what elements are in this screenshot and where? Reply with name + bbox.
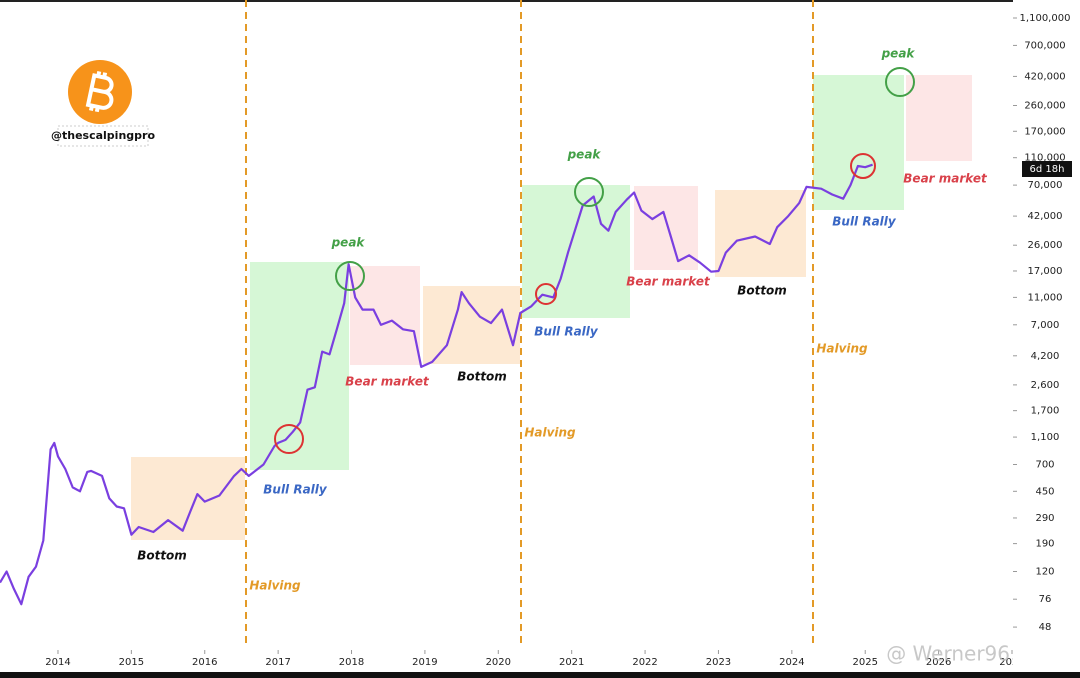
annotation: Halving	[816, 342, 868, 356]
x-tick-label: 2027	[999, 657, 1024, 668]
y-tick-label: 7,000	[1031, 320, 1060, 331]
countdown: 6d 18h	[1030, 164, 1065, 175]
x-tick-label: 2026	[926, 657, 951, 668]
x-tick-label: 2023	[706, 657, 731, 668]
peak-circle	[574, 177, 604, 207]
x-tick-label: 2021	[559, 657, 584, 668]
bottom-zone	[131, 457, 245, 540]
entry-circle	[850, 153, 876, 179]
price-axis-panel	[1013, 0, 1080, 672]
entry-circle	[535, 283, 557, 305]
annotation: Bottom	[457, 370, 507, 384]
peak-circle	[885, 67, 915, 97]
x-tick-label: 2014	[45, 657, 70, 668]
annotation: Bottom	[137, 549, 187, 563]
y-tick-label: 1,700	[1031, 406, 1060, 417]
x-tick-label: 2017	[265, 657, 290, 668]
annotation: Halving	[524, 426, 576, 440]
annotation: peak	[331, 236, 366, 250]
watermark: @ Werner96	[886, 642, 1010, 666]
annotation: Bear market	[903, 172, 988, 186]
axes: 1,100,000 700,000 420,000 260,000 170,000 110…	[1013, 13, 1070, 633]
annotation: Bull Rally	[832, 215, 897, 229]
y-tick-label: 120	[1035, 566, 1054, 577]
handle: @thescalpingpro	[51, 129, 155, 142]
y-tick-label: 48	[1039, 622, 1052, 633]
x-tick-label: 2022	[632, 657, 657, 668]
y-tick-label: 700,000	[1024, 40, 1065, 51]
bottom-zone	[715, 190, 806, 277]
bear-zone	[906, 75, 972, 161]
y-tick-label: 420,000	[1024, 71, 1065, 82]
bull-zone	[250, 262, 349, 470]
annotation: peak	[567, 148, 602, 162]
y-tick-label: 450	[1035, 486, 1054, 497]
y-tick-label: 42,000	[1028, 211, 1063, 222]
price-line	[0, 163, 873, 606]
y-tick-label: 4,200	[1031, 351, 1060, 362]
y-tick-label: 1,100,000	[1020, 13, 1071, 24]
zones	[131, 75, 972, 540]
plot	[0, 163, 873, 606]
y-tick-label: 1,100	[1031, 432, 1060, 443]
y-tick-label: 190	[1035, 539, 1054, 550]
x-tick-label: 2025	[853, 657, 878, 668]
x-tick-label: 2016	[192, 657, 217, 668]
circles	[274, 67, 915, 454]
countdown-box	[1022, 161, 1072, 177]
x-tick-label: 2018	[339, 657, 364, 668]
annotation: peak	[881, 47, 916, 61]
annotation: Bull Rally	[263, 483, 328, 497]
bottom-border	[0, 672, 1080, 678]
x-axis: 2014 2015 2016 2017 2018 2019 2020 2021 2022 2023…	[45, 650, 1024, 668]
annotation: Bear market	[626, 275, 711, 289]
bitcoin-symbol	[85, 70, 114, 113]
bear-zone	[350, 266, 420, 365]
y-tick-label: 260,000	[1024, 101, 1065, 112]
annotation: Halving	[249, 579, 301, 593]
peak-circle	[335, 261, 365, 291]
handle-box	[57, 125, 149, 147]
y-tick-label: 70,000	[1028, 180, 1063, 191]
y-tick-label: 110,000	[1024, 153, 1065, 164]
x-tick-label: 2020	[486, 657, 511, 668]
y-tick-label: 26,000	[1028, 240, 1063, 251]
annotation: Bear market	[345, 375, 430, 389]
y-tick-label: 2,600	[1031, 380, 1060, 391]
y-tick-label: 290	[1035, 513, 1054, 524]
x-tick-label: 2024	[779, 657, 804, 668]
annotation: Bottom	[737, 284, 787, 298]
bear-zone	[634, 186, 698, 270]
y-tick-label: 170,000	[1024, 126, 1065, 137]
halving-lines	[245, 0, 814, 648]
bottom-zone	[423, 286, 520, 364]
x-tick-label: 2019	[412, 657, 437, 668]
annotation: Bull Rally	[534, 325, 599, 339]
x-tick-label: 2015	[119, 657, 144, 668]
logo	[68, 60, 132, 124]
y-tick-label: 700	[1035, 459, 1054, 470]
y-tick-label: 17,000	[1028, 266, 1063, 277]
top-border	[0, 0, 1080, 2]
y-tick-label: 11,000	[1028, 292, 1063, 303]
y-tick-label: 76	[1039, 594, 1052, 605]
bull-zone	[813, 75, 904, 210]
entry-circle	[274, 424, 304, 454]
